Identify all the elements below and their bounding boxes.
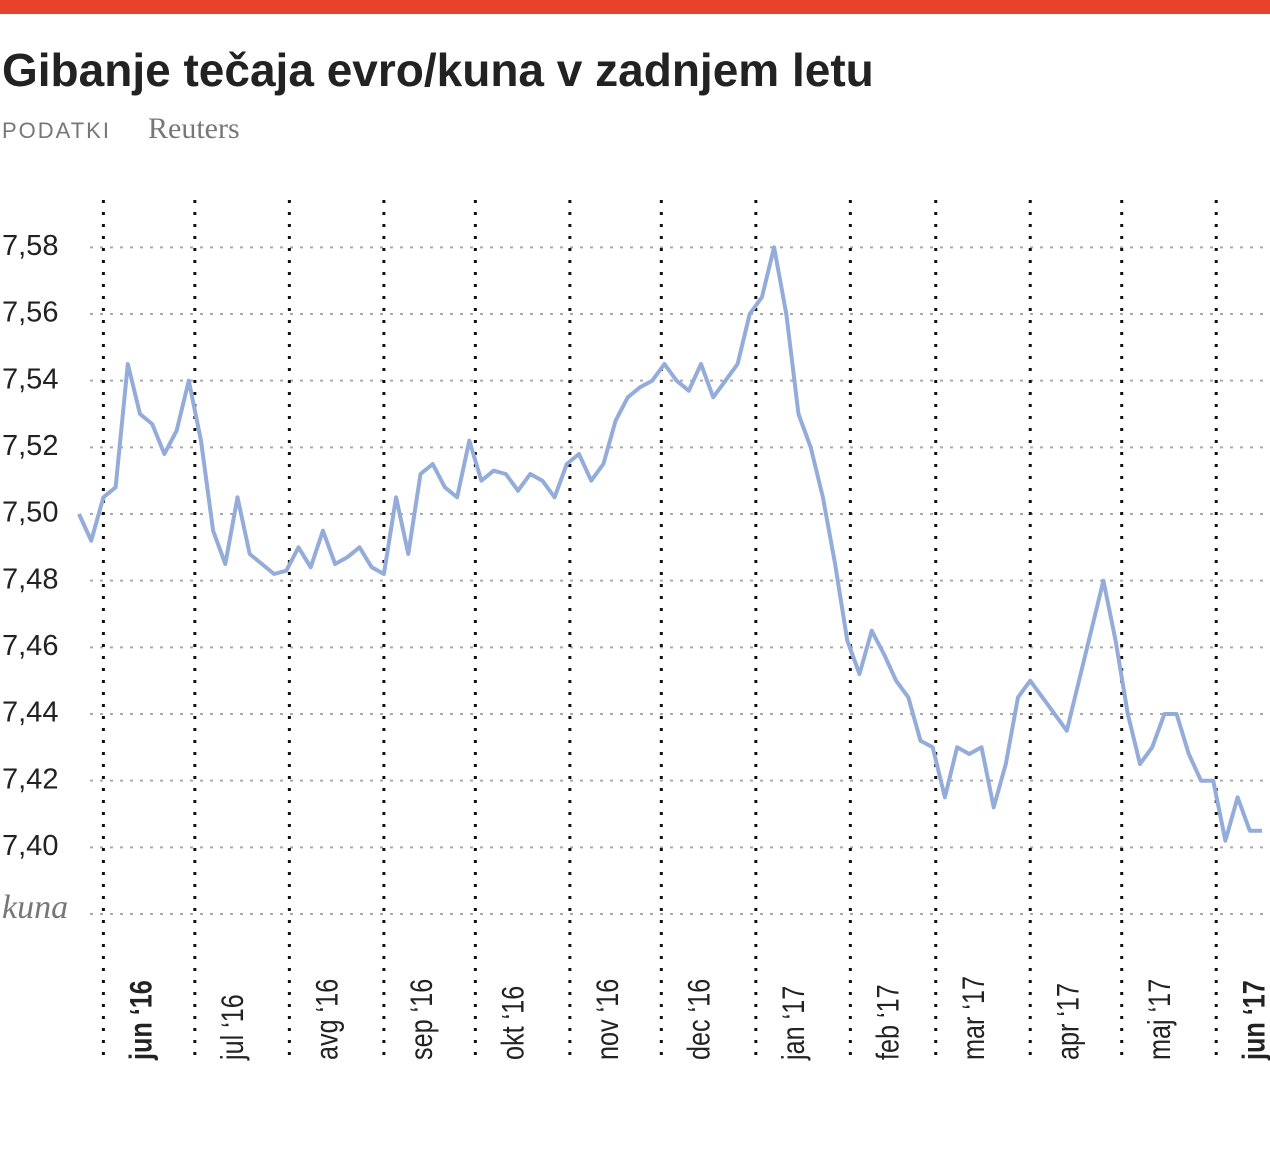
x-tick-label: sep ‘16	[405, 979, 440, 1060]
y-tick-label: 7,42	[2, 763, 58, 795]
y-tick-label: 7,54	[2, 363, 58, 395]
y-tick-label: 7,44	[2, 697, 58, 729]
x-tick-label: avg ‘16	[310, 979, 345, 1060]
y-tick-label: 7,40	[2, 830, 58, 862]
line	[77, 245, 1262, 843]
y-tick-label: 7,50	[2, 497, 58, 529]
top-bar	[0, 0, 1270, 14]
y-tick-label: 7,46	[2, 630, 58, 662]
x-tick-label: jun ‘16	[124, 980, 159, 1061]
x-tick-label: jun ‘17	[1237, 980, 1270, 1061]
source-label: PODATKI	[2, 118, 111, 143]
x-tick-label: apr ‘17	[1051, 983, 1086, 1060]
chart-title: Gibanje tečaja evro/kuna v zadnjem letu	[2, 44, 874, 96]
y-tick-label: 7,56	[2, 297, 58, 329]
y-tick-label: 7,52	[2, 430, 58, 462]
y-axis-label: kuna	[2, 889, 68, 926]
y-tick-label: 7,48	[2, 563, 58, 595]
x-tick-label: maj ‘17	[1142, 979, 1177, 1060]
x-tick-label: nov ‘16	[591, 979, 626, 1060]
x-tick-label: jul ‘16	[216, 994, 251, 1061]
x-tick-label: jan ‘17	[777, 986, 812, 1061]
y-tick-label: 7,58	[2, 230, 58, 262]
x-tick-label: mar ‘17	[956, 976, 991, 1060]
x-tick-label: dec ‘16	[682, 979, 717, 1060]
x-tick-label: okt ‘16	[496, 986, 531, 1060]
source: Reuters	[148, 112, 240, 145]
x-tick-label: feb ‘17	[871, 984, 906, 1060]
